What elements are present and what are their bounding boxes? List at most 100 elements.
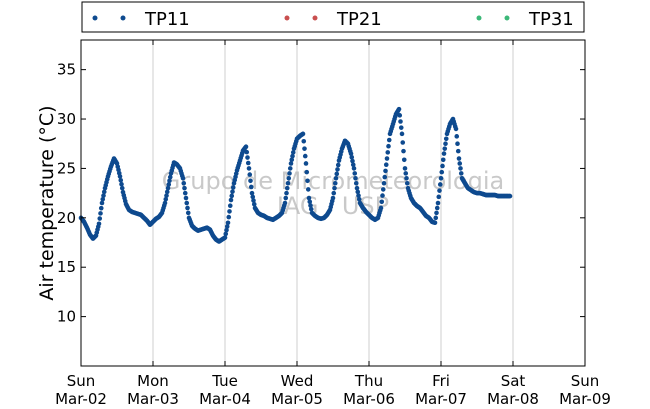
data-point <box>288 161 294 166</box>
data-point <box>442 146 448 151</box>
data-point <box>227 203 233 209</box>
data-point <box>380 187 386 192</box>
data-point <box>404 176 409 181</box>
data-point <box>185 205 190 211</box>
legend-marker <box>92 15 98 21</box>
data-point <box>399 131 405 137</box>
x-tick-label-day: Wed <box>281 372 314 390</box>
data-point <box>401 157 407 163</box>
data-point <box>119 181 124 187</box>
data-point <box>226 214 232 220</box>
y-tick-label: 20 <box>57 209 76 227</box>
x-tick-label-date: Mar-03 <box>127 390 179 408</box>
x-tick-label-date: Mar-04 <box>199 390 251 408</box>
data-point <box>303 161 309 166</box>
data-point <box>352 171 358 176</box>
data-point <box>386 137 392 143</box>
data-point <box>458 166 463 171</box>
data-point <box>443 141 448 147</box>
data-point <box>283 195 289 201</box>
data-point <box>180 176 186 181</box>
data-point <box>349 155 355 160</box>
data-point <box>99 200 105 206</box>
data-point <box>434 210 439 216</box>
data-point <box>350 158 355 164</box>
data-point <box>397 113 403 118</box>
data-point <box>162 200 168 206</box>
data-point <box>306 195 312 201</box>
data-point <box>228 197 234 203</box>
legend-marker <box>312 15 318 21</box>
data-point <box>453 126 459 132</box>
data-point <box>383 162 389 168</box>
data-point <box>355 189 361 195</box>
data-point <box>246 166 252 171</box>
data-point <box>165 185 171 191</box>
data-point <box>302 153 308 159</box>
data-point <box>378 205 384 211</box>
grid <box>152 40 514 366</box>
data-point <box>182 190 188 196</box>
data-point <box>403 171 409 176</box>
data-point <box>167 174 173 180</box>
data-point <box>97 216 103 221</box>
legend-marker <box>284 15 290 21</box>
y-axis: 10 15 20 25 30 35 <box>57 61 585 326</box>
y-tick-label: 30 <box>57 110 76 128</box>
data-point <box>229 193 235 199</box>
data-point <box>284 185 290 191</box>
x-tick-label-date: Mar-08 <box>487 390 539 408</box>
data-point <box>334 171 340 177</box>
data-point <box>455 148 461 154</box>
data-point <box>456 156 462 161</box>
y-tick-label: 15 <box>57 258 76 276</box>
data-point <box>285 180 291 186</box>
data-point <box>396 106 402 112</box>
legend-marker <box>504 15 510 21</box>
x-tick-label-day: Sat <box>501 372 526 390</box>
data-point <box>437 188 442 193</box>
watermark-line-1: Grupo de Micrometeorologia <box>162 167 504 195</box>
data-point <box>398 125 404 130</box>
x-tick-label-day: Sun <box>67 372 96 390</box>
data-point <box>249 190 255 196</box>
data-point <box>441 151 447 156</box>
data-point <box>356 193 361 198</box>
data-point <box>119 185 125 191</box>
data-point <box>434 205 440 211</box>
y-tick-label: 10 <box>57 308 76 326</box>
data-point <box>383 168 388 174</box>
x-tick-label-date: Mar-05 <box>271 390 323 408</box>
data-point <box>101 189 107 195</box>
data-point <box>381 180 387 186</box>
x-tick-label-date: Mar-07 <box>415 390 467 408</box>
data-point <box>290 153 295 159</box>
data-point <box>222 235 228 240</box>
data-point <box>379 199 385 205</box>
data-point <box>398 119 403 124</box>
data-point <box>230 185 236 190</box>
legend-marker <box>120 15 126 21</box>
data-point <box>436 194 442 200</box>
data-point <box>385 150 391 155</box>
data-point <box>305 178 310 184</box>
data-point <box>289 157 295 163</box>
data-point <box>353 180 359 186</box>
data-point <box>455 141 460 147</box>
plot-frame <box>80 39 586 367</box>
data-point <box>384 156 390 161</box>
data-point <box>335 162 341 168</box>
data-point <box>401 148 406 154</box>
data-point <box>353 176 358 181</box>
data-point <box>380 193 385 198</box>
x-tick-label-day: Mon <box>137 372 169 390</box>
data-point <box>225 220 231 226</box>
data-point <box>305 187 311 192</box>
data-point <box>404 180 410 186</box>
data-point <box>282 200 288 206</box>
data-point <box>332 180 338 186</box>
data-point <box>184 200 190 206</box>
data-point <box>301 138 307 144</box>
data-point <box>185 210 191 216</box>
